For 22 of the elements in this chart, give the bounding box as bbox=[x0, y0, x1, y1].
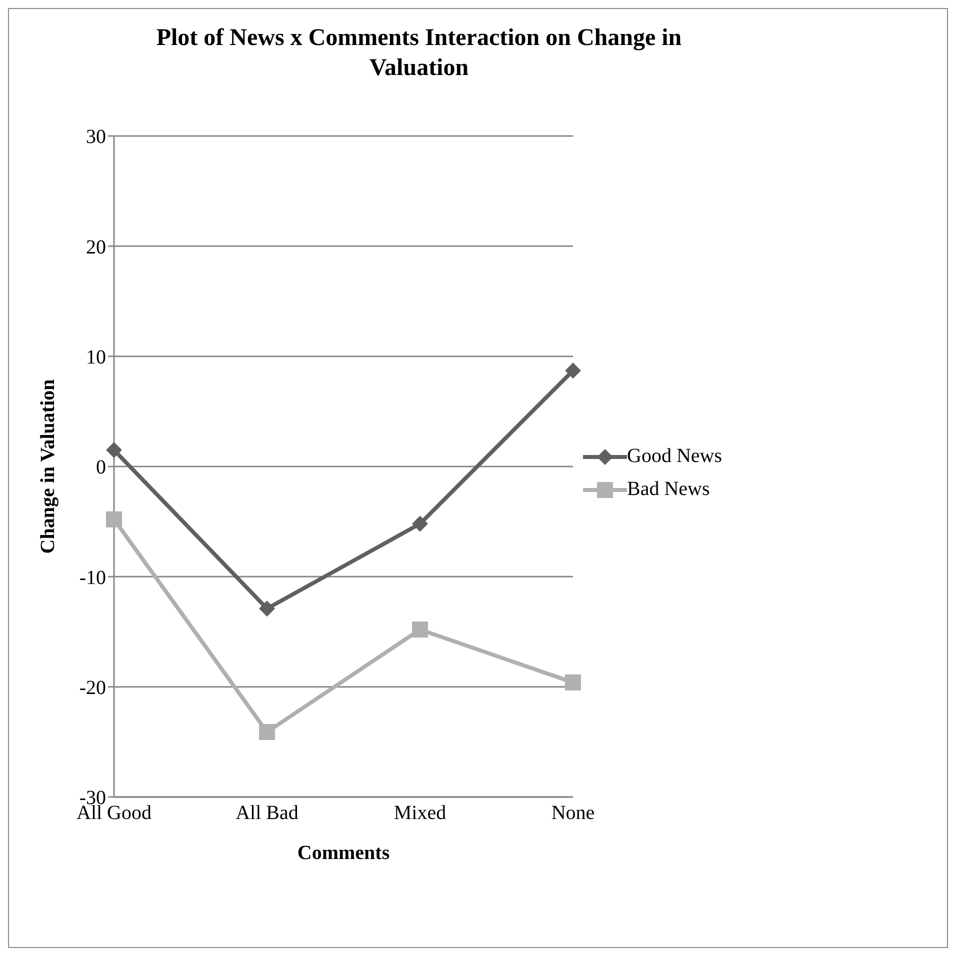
y-tick-label: 30 bbox=[86, 126, 106, 148]
point bbox=[412, 516, 428, 532]
legend-label: Bad News bbox=[627, 478, 710, 501]
legend-label: Good News bbox=[627, 445, 722, 468]
y-tick-label: -20 bbox=[79, 676, 106, 699]
point bbox=[106, 511, 122, 528]
y-tick-label: 0 bbox=[96, 456, 106, 479]
chart-title: Plot of News x Comments Interaction on Change in Valuation bbox=[155, 24, 683, 83]
y-tick-label: -10 bbox=[79, 566, 106, 589]
point bbox=[259, 600, 275, 617]
y-tick-label: 10 bbox=[86, 346, 106, 368]
point bbox=[259, 724, 275, 740]
point bbox=[412, 622, 428, 638]
point bbox=[565, 674, 581, 690]
x-tick-label: All Bad bbox=[236, 802, 298, 824]
x-tick-label: Mixed bbox=[394, 802, 446, 824]
point bbox=[565, 362, 581, 379]
y-tick-label: 20 bbox=[86, 236, 106, 258]
x-axis-title: Comments bbox=[297, 842, 390, 864]
y-axis-title: Change in Valuation bbox=[37, 379, 60, 554]
x-tick-label: None bbox=[551, 802, 595, 824]
point bbox=[106, 442, 122, 458]
